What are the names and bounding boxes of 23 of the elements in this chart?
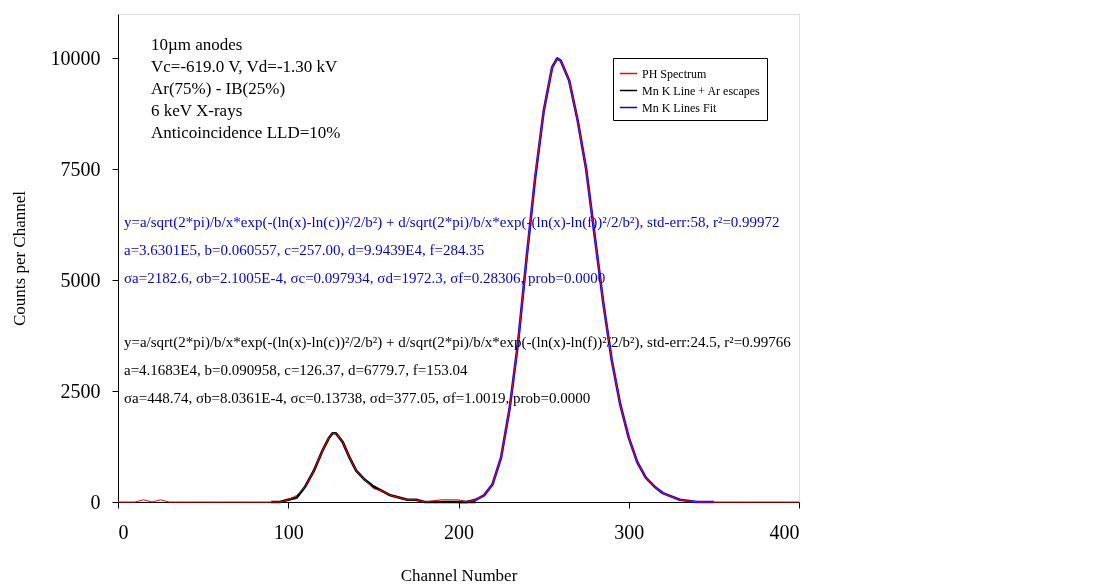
annotation: 10µm anodes <box>151 35 243 54</box>
y-tick-label: 10000 <box>50 46 101 69</box>
legend-label: Mn K Line + Ar escapes <box>642 83 761 98</box>
annotation: a=4.1683E4, b=0.090958, c=126.37, d=6779.7, f=153.04 <box>124 362 469 378</box>
x-tick-label: 400 <box>769 520 800 543</box>
y-tick-label: 2500 <box>60 379 101 402</box>
x-tick-label: 100 <box>273 520 304 543</box>
x-tick-label: 300 <box>614 520 645 543</box>
annotation: Vc=-619.0 V, Vd=-1.30 kV <box>151 57 339 76</box>
y-tick-label: 7500 <box>60 157 101 180</box>
annotation: Anticoincidence LLD=10% <box>151 123 341 142</box>
annotation: σa=448.74, σb=8.0361E-4, σc=0.13738, σd=377.05, σf=1.0019, prob=0.0000 <box>124 390 591 406</box>
x-tick-label: 0 <box>118 520 129 543</box>
y-tick-label: 5000 <box>60 268 101 291</box>
y-tick-label: 0 <box>90 490 101 513</box>
x-axis-title: Channel Number <box>400 565 518 585</box>
annotation: 6 keV X-rays <box>151 101 243 120</box>
legend-label: Mn K Lines Fit <box>642 100 717 115</box>
x-tick-label: 200 <box>444 520 474 543</box>
annotation: Ar(75%) - IB(25%) <box>151 79 286 98</box>
annotation: a=3.6301E5, b=0.060557, c=257.00, d=9.9439E4, f=284.35 <box>124 242 485 258</box>
legend-label: PH Spectrum <box>642 66 707 81</box>
y-axis-title: Counts per Channel <box>9 190 29 327</box>
